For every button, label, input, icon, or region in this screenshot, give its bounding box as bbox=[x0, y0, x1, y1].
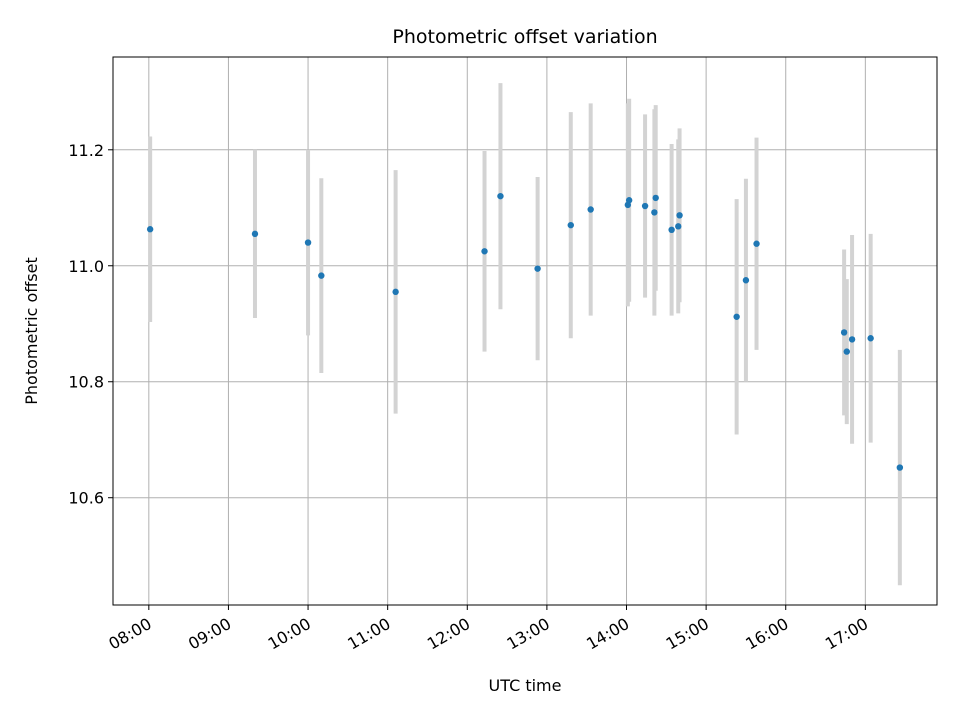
y-grid bbox=[113, 149, 937, 499]
data-point bbox=[843, 348, 850, 355]
x-tick-label: 15:00 bbox=[663, 614, 712, 654]
data-point bbox=[668, 226, 675, 234]
x-tick-label: 13:00 bbox=[503, 614, 552, 654]
x-tick-label: 11:00 bbox=[344, 614, 393, 654]
data-point bbox=[392, 288, 399, 296]
data-point bbox=[652, 194, 659, 202]
x-tick-label: 08:00 bbox=[105, 614, 154, 654]
data-point bbox=[896, 464, 904, 471]
x-tick-label: 17:00 bbox=[822, 614, 871, 654]
data-point bbox=[481, 248, 488, 255]
y-tick-label: 11.2 bbox=[68, 141, 104, 160]
data-point bbox=[318, 272, 325, 279]
y-axis-title: Photometric offset bbox=[22, 257, 41, 405]
data-point bbox=[840, 329, 848, 336]
data-point bbox=[848, 336, 856, 343]
data-point bbox=[251, 230, 259, 238]
data-point bbox=[304, 239, 312, 246]
x-tick-label: 10:00 bbox=[265, 614, 314, 654]
x-tick-label: 14:00 bbox=[583, 614, 632, 654]
data-point bbox=[742, 277, 750, 284]
chart-title: Photometric offset variation bbox=[392, 26, 657, 48]
data-point bbox=[497, 192, 504, 200]
y-tick-label: 11.0 bbox=[68, 257, 104, 276]
x-axis-title: UTC time bbox=[489, 676, 562, 695]
data-point bbox=[625, 197, 633, 204]
y-tick-label: 10.6 bbox=[68, 489, 104, 508]
data-point bbox=[146, 226, 154, 233]
data-point bbox=[733, 313, 740, 320]
y-tick-label: 10.8 bbox=[68, 373, 104, 392]
data-point bbox=[676, 212, 683, 219]
data-point bbox=[641, 202, 649, 210]
data-point bbox=[567, 221, 574, 229]
data-point bbox=[753, 240, 760, 247]
y-axis-ticks: 10.6 10.8 11.0 11.2 bbox=[68, 141, 113, 508]
x-tick-label: 12:00 bbox=[424, 614, 473, 654]
data-point bbox=[675, 223, 682, 230]
x-tick-label: 09:00 bbox=[185, 614, 234, 654]
data-point bbox=[651, 209, 658, 216]
plot-area bbox=[113, 57, 937, 605]
data-point bbox=[587, 206, 594, 213]
data-points bbox=[146, 192, 904, 471]
plot-frame bbox=[112, 56, 938, 606]
data-point bbox=[867, 335, 874, 342]
data-point bbox=[534, 265, 541, 272]
x-axis-ticks: 08:00 09:00 10:00 11:00 12:00 13:00 14:00 15:00… bbox=[105, 605, 871, 654]
x-tick-label: 16:00 bbox=[742, 614, 791, 654]
